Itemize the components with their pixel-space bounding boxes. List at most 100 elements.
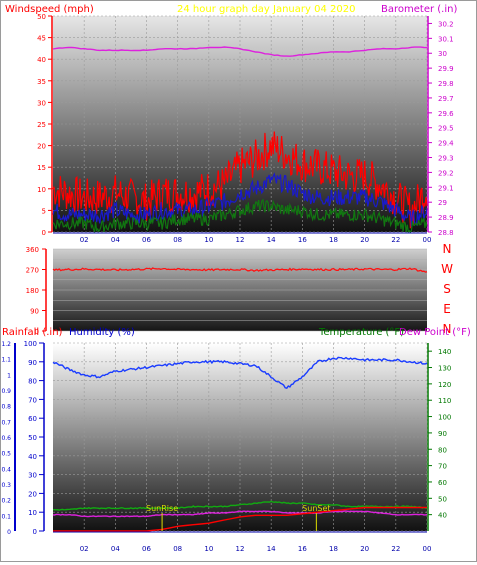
rain-tick-label: 1.2 <box>1 341 11 348</box>
baro-tick-label: 30.1 <box>438 35 454 43</box>
bottom-x-tick-label: 04 <box>111 545 120 553</box>
humidity-tick-label: 20 <box>28 490 37 498</box>
rain-tick-label: 0.9 <box>1 388 11 395</box>
direction-tick-label: 360 <box>26 246 39 254</box>
humidity-tick-label: 10 <box>28 509 37 517</box>
baro-tick-label: 29.3 <box>438 155 454 163</box>
sun-annotation: SunRise <box>146 504 178 513</box>
wind-x-tick-label: 20 <box>360 236 369 244</box>
compass-label: N <box>443 322 452 336</box>
baro-tick-label: 29 <box>438 199 447 207</box>
wind-x-tick-label: 06 <box>142 236 151 244</box>
wind-x-tick-label: 14 <box>267 236 276 244</box>
compass-label: S <box>443 282 451 296</box>
bottom-x-tick-label: 20 <box>360 545 369 553</box>
bottom-x-tick-label: 18 <box>329 545 338 553</box>
compass-label: N <box>443 242 452 256</box>
wind-low-line <box>52 198 428 234</box>
wind-x-tick-label: 12 <box>236 236 245 244</box>
bottom-x-tick-label: 02 <box>80 545 89 553</box>
wind-tick-label: 0 <box>42 229 46 237</box>
baro-tick-label: 29.8 <box>438 80 454 88</box>
rain-tick-label: 1.1 <box>1 357 11 364</box>
temperature-tick-label: 130 <box>438 365 451 373</box>
wind-tick-label: 50 <box>37 13 46 21</box>
humidity-tick-label: 80 <box>28 378 37 386</box>
bottom-x-tick-label: 12 <box>236 545 245 553</box>
temperature-label: Temperature (°F) <box>318 327 404 338</box>
wind-tick-label: 30 <box>37 99 46 107</box>
rain-tick-label: 0.7 <box>1 419 11 426</box>
humidity-tick-label: 70 <box>28 396 37 404</box>
baro-tick-label: 30 <box>438 50 447 58</box>
rain-tick-label: 0.6 <box>1 435 11 442</box>
compass-label: E <box>443 302 451 316</box>
baro-tick-label: 29.6 <box>438 110 454 118</box>
rain-tick-label: 0.4 <box>1 466 11 473</box>
sun-annotation: SunSet <box>302 504 330 513</box>
rain-tick-label: 0.1 <box>1 513 11 520</box>
wind-x-tick-label: 22 <box>391 236 400 244</box>
temperature-tick-label: 90 <box>438 430 447 438</box>
rain-tick-label: 0.3 <box>1 482 11 489</box>
wind-tick-label: 40 <box>37 56 46 64</box>
bottom-x-tick-label: 08 <box>173 545 182 553</box>
wind-gust-line <box>52 131 428 229</box>
baro-tick-label: 29.1 <box>438 184 454 192</box>
humidity-tick-label: 60 <box>28 415 37 423</box>
temperature-tick-label: 80 <box>438 446 447 454</box>
wind-x-tick-label: 02 <box>80 236 89 244</box>
rain-line <box>53 506 427 532</box>
wind-x-tick-label: 00 <box>423 236 432 244</box>
baro-tick-label: 28.9 <box>438 214 454 222</box>
humidity-label: Humidity (%) <box>69 327 135 338</box>
direction-tick-label: 90 <box>30 308 39 316</box>
baro-tick-label: 28.8 <box>438 229 454 237</box>
wind-tick-label: 15 <box>37 164 46 172</box>
rainfall-label: Rainfall (.in) <box>2 327 63 338</box>
wind-tick-label: 10 <box>37 186 46 194</box>
temperature-tick-label: 110 <box>438 397 451 405</box>
humidity-tick-label: 100 <box>24 340 37 348</box>
wind-tick-label: 45 <box>37 35 46 43</box>
baro-tick-label: 29.4 <box>438 140 454 148</box>
humidity-tick-label: 0 <box>33 528 37 536</box>
humidity-tick-label: 30 <box>28 472 37 480</box>
baro-tick-label: 29.9 <box>438 65 454 73</box>
dewpoint-line <box>52 510 428 518</box>
wind-x-tick-label: 08 <box>173 236 182 244</box>
bottom-x-tick-label: 14 <box>267 545 276 553</box>
wind-x-tick-label: 18 <box>329 236 338 244</box>
barometer-label: Barometer (.in) <box>381 4 457 15</box>
rain-tick-label: 0.8 <box>1 404 11 411</box>
baro-tick-label: 29.7 <box>438 95 454 103</box>
temperature-tick-label: 140 <box>438 348 451 356</box>
temperature-tick-label: 60 <box>438 479 447 487</box>
wind-direction-line <box>52 267 428 273</box>
baro-tick-label: 29.5 <box>438 125 454 133</box>
humidity-tick-label: 90 <box>28 359 37 367</box>
wind-tick-label: 20 <box>37 143 46 151</box>
baro-tick-label: 30.2 <box>438 20 454 28</box>
temperature-tick-label: 100 <box>438 414 451 422</box>
wind-x-tick-label: 10 <box>204 236 213 244</box>
bottom-x-tick-label: 00 <box>423 545 432 553</box>
temperature-tick-label: 120 <box>438 381 451 389</box>
bottom-x-tick-label: 16 <box>298 545 307 553</box>
rain-tick-label: 1 <box>7 372 11 379</box>
temperature-tick-label: 50 <box>438 495 447 503</box>
rain-tick-label: 0.2 <box>1 498 11 505</box>
wind-tick-label: 35 <box>37 78 46 86</box>
windspeed-label: Windspeed (mph) <box>5 4 94 15</box>
temperature-tick-label: 40 <box>438 512 447 520</box>
rain-tick-label: 0 <box>7 529 11 536</box>
compass-label: W <box>441 262 453 276</box>
temperature-tick-label: 70 <box>438 463 447 471</box>
baro-tick-label: 29.2 <box>438 169 454 177</box>
humidity-tick-label: 40 <box>28 453 37 461</box>
wind-x-tick-label: 16 <box>298 236 307 244</box>
wind-tick-label: 5 <box>42 207 46 215</box>
wind-avg-line <box>52 172 428 228</box>
